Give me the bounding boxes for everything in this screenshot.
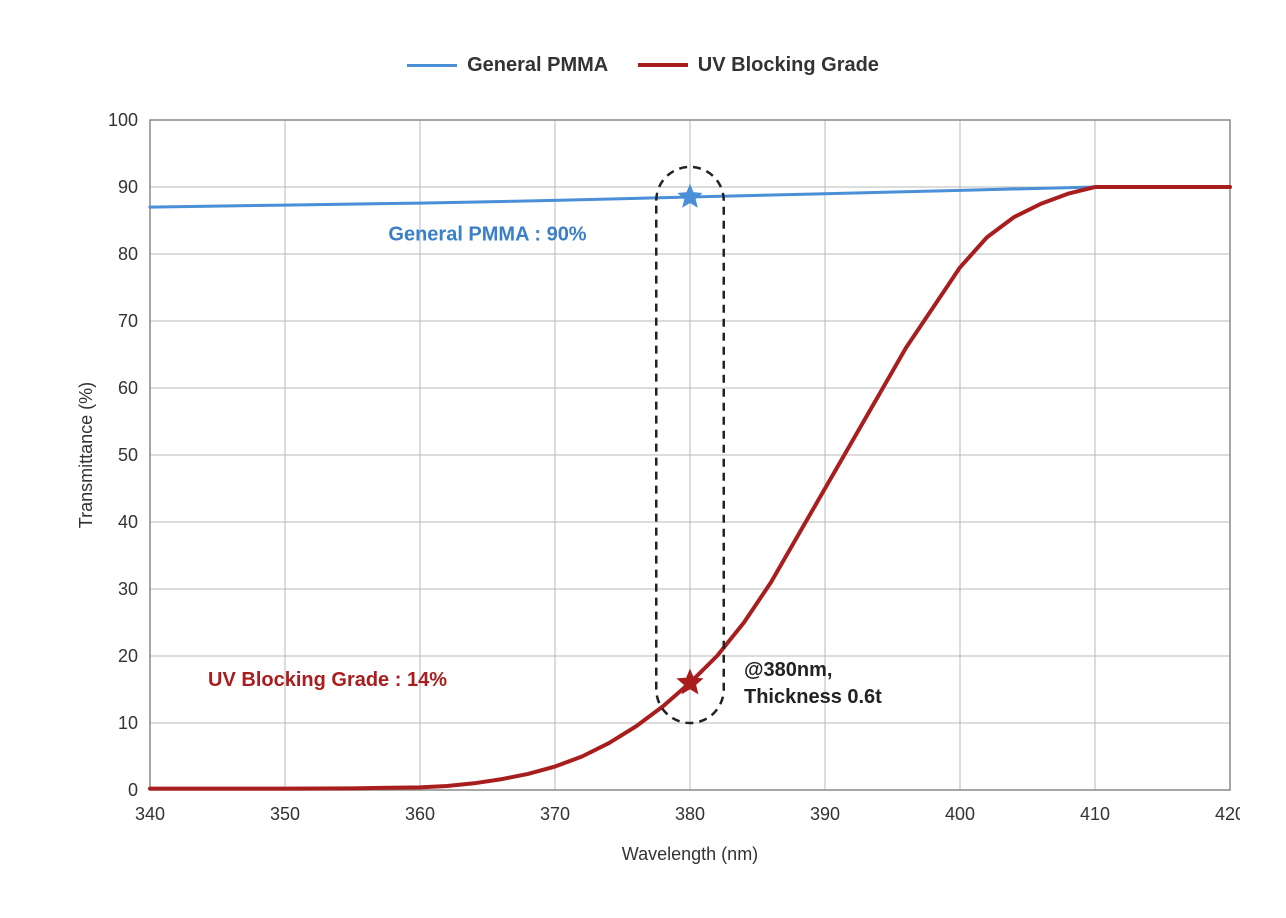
y-tick-label: 100 <box>108 110 138 130</box>
y-tick-label: 30 <box>118 579 138 599</box>
y-tick-label: 0 <box>128 780 138 800</box>
legend-swatch-uv <box>638 63 688 67</box>
y-axis-label: Transmittance (%) <box>76 382 96 528</box>
annotation-condition-1: @380nm, <box>744 659 832 681</box>
y-tick-label: 70 <box>118 311 138 331</box>
x-tick-label: 370 <box>540 804 570 824</box>
x-tick-label: 350 <box>270 804 300 824</box>
annotation-general: General PMMA : 90% <box>388 224 586 246</box>
x-tick-label: 400 <box>945 804 975 824</box>
annotation-condition-2: Thickness 0.6t <box>744 686 882 708</box>
x-tick-label: 360 <box>405 804 435 824</box>
y-tick-label: 20 <box>118 646 138 666</box>
y-tick-label: 60 <box>118 378 138 398</box>
y-tick-label: 80 <box>118 244 138 264</box>
y-tick-label: 50 <box>118 445 138 465</box>
x-tick-label: 340 <box>135 804 165 824</box>
chart-container: 340 350 360 370 380 390 400 410 420 0 10 20 30 40 50 60… <box>60 90 1240 880</box>
legend: General PMMA UV Blocking Grade <box>0 50 1286 77</box>
legend-swatch-general <box>407 64 457 67</box>
x-tick-label: 390 <box>810 804 840 824</box>
legend-label-general: General PMMA <box>467 54 608 77</box>
y-tick-label: 10 <box>118 713 138 733</box>
legend-label-uv: UV Blocking Grade <box>698 54 879 77</box>
legend-item-uv: UV Blocking Grade <box>638 54 879 77</box>
annotation-uv: UV Blocking Grade : 14% <box>208 669 447 691</box>
x-tick-label: 380 <box>675 804 705 824</box>
y-tick-label: 40 <box>118 512 138 532</box>
x-tick-label: 410 <box>1080 804 1110 824</box>
y-tick-label: 90 <box>118 177 138 197</box>
x-tick-label: 420 <box>1215 804 1240 824</box>
x-axis-label: Wavelength (nm) <box>622 844 758 864</box>
chart-svg: 340 350 360 370 380 390 400 410 420 0 10 20 30 40 50 60… <box>60 90 1240 880</box>
legend-item-general: General PMMA <box>407 54 608 77</box>
